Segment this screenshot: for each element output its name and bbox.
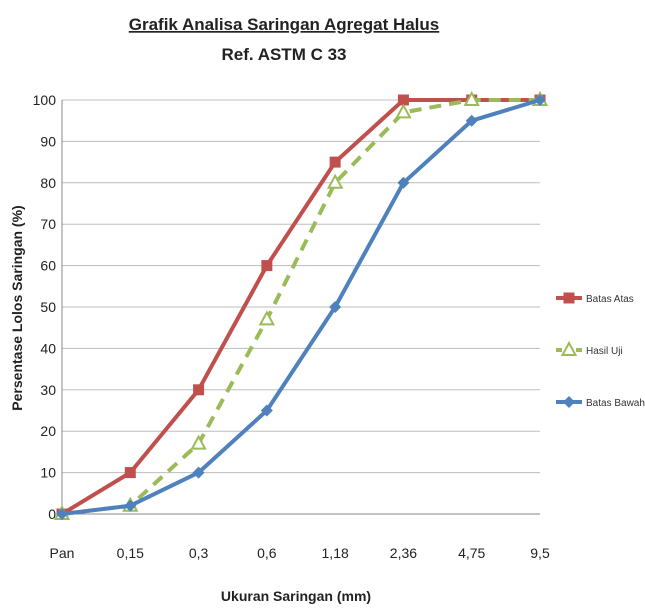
- data-point-batas-bawah: [397, 176, 410, 189]
- series-line-hasil-uji: [61, 98, 540, 516]
- legend-marker-batas-atas: [563, 292, 575, 304]
- x-tick-label: 1,18: [322, 545, 349, 561]
- chart-title: Grafik Analisa Saringan Agregat Halus: [129, 15, 440, 34]
- y-tick-label: 80: [40, 175, 56, 191]
- y-tick-label: 20: [40, 423, 56, 439]
- data-point-batas-atas: [124, 467, 136, 479]
- data-point-batas-bawah: [465, 114, 478, 127]
- data-point-hasil-uji: [258, 310, 276, 326]
- y-axis-label: Persentase Lolos Saringan (%): [9, 205, 25, 410]
- y-tick-label: 60: [40, 258, 56, 274]
- legend-marker-hasil-uji: [560, 340, 578, 356]
- data-point-batas-atas: [261, 260, 273, 272]
- legend-label-batas-bawah: Batas Bawah: [586, 398, 645, 409]
- x-tick-label: 2,36: [390, 545, 417, 561]
- x-tick-label: 0,15: [117, 545, 144, 561]
- data-point-batas-bawah: [260, 404, 273, 417]
- data-point-hasil-uji: [395, 103, 412, 119]
- legend-label-batas-atas: Batas Atas: [586, 294, 634, 305]
- x-tick-label: 4,75: [458, 545, 485, 561]
- y-tick-label: 30: [40, 382, 56, 398]
- data-point-hasil-uji: [463, 90, 480, 106]
- legend: Batas Atas Hasil Uji Batas Bawah: [556, 292, 645, 409]
- data-point-batas-bawah: [56, 508, 68, 520]
- x-tick-label: 0,6: [257, 545, 277, 561]
- data-point-batas-bawah: [192, 466, 205, 479]
- x-tick-label: 0,3: [189, 545, 209, 561]
- y-tick-label: 0: [48, 506, 56, 522]
- y-tick-label: 40: [40, 340, 56, 356]
- plot-area: 0 10 20 30 40 50 60 70 80 90 100 Pan 0,15 0,3 0,6 1,18 2…: [33, 90, 550, 561]
- series-line-batas-atas: [60, 98, 540, 516]
- data-point-hasil-uji: [190, 434, 207, 450]
- x-tick-label: Pan: [50, 545, 75, 561]
- y-tick-label: 90: [40, 133, 56, 149]
- series-line-batas-bawah: [61, 98, 541, 516]
- data-point-batas-atas: [397, 94, 409, 106]
- legend-label-hasil-uji: Hasil Uji: [586, 346, 623, 357]
- y-tick-label: 70: [40, 216, 56, 232]
- y-tick-label: 50: [40, 299, 56, 315]
- y-tick-label: 10: [40, 465, 56, 481]
- data-point-batas-bawah: [124, 499, 137, 512]
- x-tick-label: 9,5: [530, 545, 550, 561]
- data-point-hasil-uji: [326, 173, 344, 189]
- data-point-batas-atas: [193, 384, 205, 396]
- data-point-batas-bawah: [534, 94, 546, 106]
- data-point-batas-bawah: [329, 301, 342, 313]
- legend-marker-batas-bawah: [563, 396, 575, 408]
- x-axis-label: Ukuran Saringan (mm): [221, 588, 371, 604]
- data-point-batas-atas: [329, 156, 341, 168]
- chart-subtitle: Ref. ASTM C 33: [221, 45, 346, 64]
- y-tick-label: 100: [33, 92, 57, 108]
